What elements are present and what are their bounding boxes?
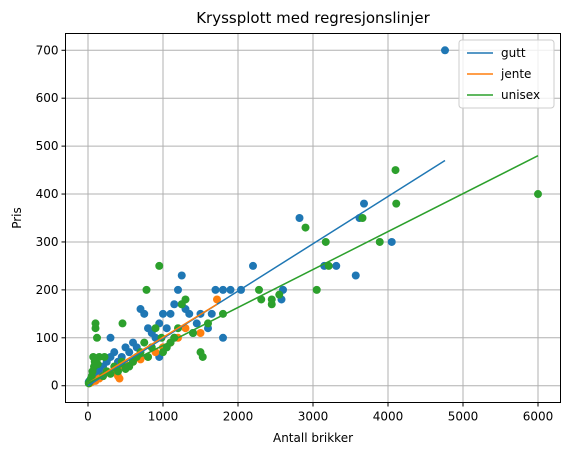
data-point: [159, 309, 167, 318]
data-point: [196, 348, 205, 357]
data-point: [211, 285, 220, 294]
y-tick-label: 600: [36, 91, 59, 105]
data-point: [115, 374, 124, 383]
data-point: [219, 333, 227, 342]
data-point: [121, 364, 130, 373]
legend-label-gutt: gutt: [501, 46, 526, 60]
data-point: [312, 285, 321, 294]
y-tick-label: 700: [36, 43, 59, 57]
y-tick-label: 0: [51, 379, 59, 393]
regression-line-gutt: [87, 159, 446, 387]
data-point: [118, 319, 127, 328]
data-point: [129, 338, 137, 347]
data-point: [207, 309, 216, 318]
data-point: [121, 343, 130, 352]
x-axis-label: Antall brikker: [273, 431, 353, 445]
y-axis: 0 100 200 300 400 500 600 700: [36, 43, 66, 393]
data-point: [324, 261, 333, 270]
data-point: [155, 261, 164, 270]
x-tick-label: 6000: [523, 410, 554, 424]
y-tick-label: 500: [36, 139, 59, 153]
data-point: [177, 300, 186, 309]
data-point: [106, 333, 115, 342]
data-point: [89, 352, 98, 361]
x-axis: 0 1000 2000 3000 4000 5000 6000: [84, 402, 554, 424]
data-point: [226, 285, 235, 294]
data-point: [321, 237, 330, 246]
data-point: [351, 271, 360, 280]
data-point: [166, 309, 175, 318]
x-tick-label: 0: [84, 410, 92, 424]
data-point: [275, 290, 284, 299]
y-tick-label: 100: [36, 331, 59, 345]
x-tick-label: 1000: [148, 410, 179, 424]
data-point: [144, 352, 152, 361]
data-point: [392, 199, 401, 208]
data-point: [136, 305, 145, 314]
legend-label-unisex: unisex: [501, 88, 540, 102]
data-point: [358, 214, 367, 222]
legend: gutt jente unisex: [458, 39, 555, 109]
data-point: [140, 338, 149, 347]
chart-title: Kryssplott med regresjonslinjer: [196, 9, 430, 27]
legend-label-jente: jente: [500, 67, 531, 81]
x-tick-label: 5000: [448, 410, 479, 424]
data-point: [196, 329, 205, 338]
data-point: [213, 295, 221, 304]
data-point: [249, 261, 257, 270]
data-point: [162, 324, 171, 333]
data-point: [93, 333, 101, 342]
data-point: [170, 300, 179, 309]
x-tick-label: 2000: [223, 410, 254, 424]
regression-line-unisex: [87, 155, 539, 385]
data-point: [144, 324, 152, 333]
y-tick-label: 200: [36, 283, 59, 297]
data-point: [151, 324, 160, 333]
y-axis-label: Pris: [10, 207, 24, 229]
y-tick-label: 300: [36, 235, 59, 249]
data-point: [255, 285, 263, 294]
data-point: [177, 271, 186, 280]
y-tick-label: 400: [36, 187, 59, 201]
data-point: [360, 199, 368, 208]
data-point: [174, 285, 182, 294]
regression-line-jente: [87, 303, 218, 384]
data-point: [91, 324, 100, 333]
data-point: [332, 261, 341, 270]
data-point: [142, 285, 151, 294]
legend-box: [458, 39, 555, 109]
x-tick-label: 4000: [373, 410, 404, 424]
data-point: [441, 46, 449, 55]
data-point: [295, 214, 304, 222]
data-point: [219, 285, 227, 294]
data-point: [159, 348, 167, 357]
x-tick-label: 3000: [298, 410, 329, 424]
data-point: [301, 223, 310, 232]
plot-area: [84, 46, 542, 388]
data-point: [534, 190, 542, 199]
data-point: [375, 237, 384, 246]
data-point: [391, 166, 400, 175]
data-point: [192, 319, 201, 328]
data-point: [387, 237, 396, 246]
data-point: [267, 295, 276, 304]
